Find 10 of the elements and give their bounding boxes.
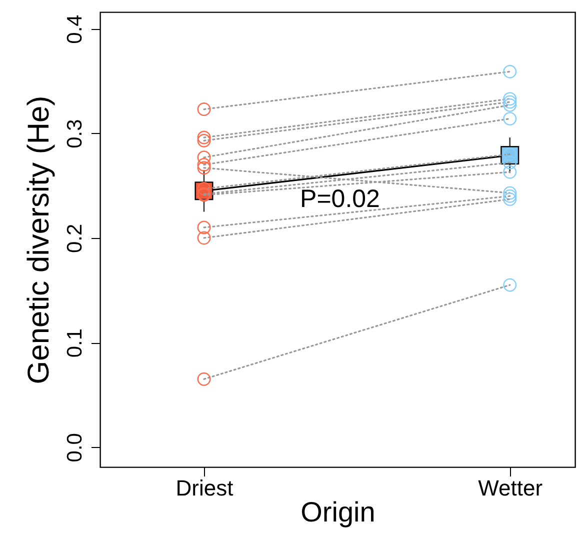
y-tick-label: 0.4 (64, 14, 86, 44)
y-tick-label: 0.1 (64, 328, 86, 358)
y-tick-label: 0.3 (64, 119, 86, 148)
y-tick-label: 0.2 (64, 224, 86, 254)
x-axis-title: Origin (300, 496, 376, 528)
y-axis-title: Genetic diversity (He) (22, 96, 56, 384)
annotation: P=0.02 (300, 185, 380, 213)
x-tick-label: Driest (176, 476, 234, 500)
x-tick-label: Wetter (478, 476, 543, 500)
y-tick-label: 0.0 (64, 433, 86, 462)
